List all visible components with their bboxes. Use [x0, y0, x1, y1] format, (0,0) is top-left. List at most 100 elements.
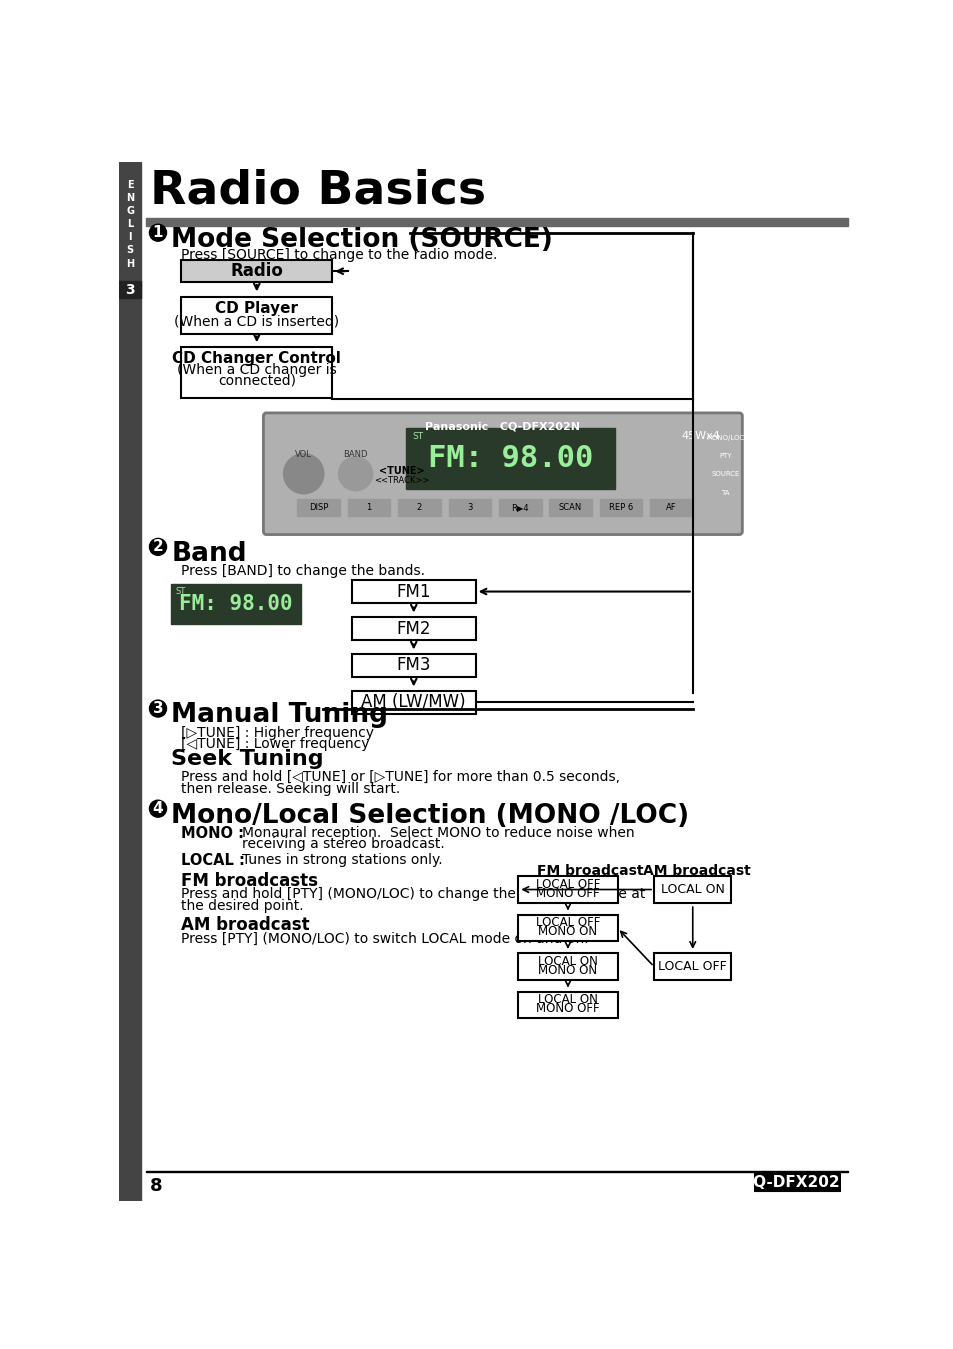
Text: Monaural reception.  Select MONO to reduce noise when: Monaural reception. Select MONO to reduc… — [241, 826, 634, 839]
Bar — [181, 297, 332, 333]
Text: Radio: Radio — [230, 262, 283, 281]
Text: FM: 98.00: FM: 98.00 — [179, 594, 293, 614]
Text: Press [PTY] (MONO/LOC) to switch LOCAL mode on and off.: Press [PTY] (MONO/LOC) to switch LOCAL m… — [181, 932, 588, 946]
Bar — [352, 654, 476, 677]
Text: REP 6: REP 6 — [608, 503, 632, 513]
Text: LOCAL OFF: LOCAL OFF — [536, 878, 599, 890]
Bar — [754, 1174, 840, 1191]
Text: LOCAL OFF: LOCAL OFF — [536, 916, 599, 929]
Text: LOCAL ON: LOCAL ON — [660, 884, 724, 896]
Text: FM3: FM3 — [396, 657, 431, 674]
Text: FM2: FM2 — [396, 619, 431, 638]
Text: 2: 2 — [152, 540, 163, 554]
Text: AM (LW/MW): AM (LW/MW) — [361, 693, 466, 711]
Text: AM broadcast: AM broadcast — [181, 916, 310, 935]
Text: LOCAL ON: LOCAL ON — [537, 993, 598, 1006]
Bar — [352, 691, 476, 714]
Bar — [406, 428, 615, 490]
Text: <TUNE>: <TUNE> — [379, 467, 424, 476]
Text: 8: 8 — [150, 1176, 163, 1195]
Bar — [649, 499, 692, 517]
Text: 3: 3 — [466, 503, 472, 513]
Text: <<TRACK>>: <<TRACK>> — [374, 476, 430, 486]
Text: R▶4: R▶4 — [511, 503, 528, 513]
Text: MONO ON: MONO ON — [537, 965, 597, 977]
Bar — [181, 348, 332, 398]
Text: 3: 3 — [152, 701, 163, 716]
Text: Press [SOURCE] to change to the radio mode.: Press [SOURCE] to change to the radio mo… — [181, 248, 497, 262]
Text: DISP: DISP — [309, 503, 328, 513]
Text: I: I — [129, 232, 132, 243]
Bar — [654, 877, 731, 902]
Text: FM broadcasts: FM broadcasts — [181, 871, 318, 890]
Bar — [517, 954, 617, 979]
Bar — [146, 1171, 847, 1172]
Bar — [297, 499, 340, 517]
Circle shape — [150, 538, 167, 556]
Circle shape — [150, 800, 167, 817]
Text: CQ-DFX202N: CQ-DFX202N — [741, 1175, 852, 1190]
Text: VOL: VOL — [294, 451, 312, 459]
Bar — [352, 616, 476, 639]
Text: AM broadcast: AM broadcast — [642, 865, 750, 878]
Bar — [517, 992, 617, 1018]
Text: G: G — [126, 206, 134, 216]
Text: CD Player: CD Player — [215, 301, 298, 317]
Text: FM1: FM1 — [396, 583, 431, 600]
Text: connected): connected) — [217, 374, 295, 387]
Circle shape — [283, 453, 323, 494]
Circle shape — [150, 224, 167, 241]
Text: FM: 98.00: FM: 98.00 — [428, 444, 593, 473]
Text: H: H — [126, 259, 134, 268]
Text: 4: 4 — [152, 801, 163, 816]
FancyBboxPatch shape — [263, 413, 741, 534]
Text: Band: Band — [171, 541, 247, 567]
Text: then release. Seeking will start.: then release. Seeking will start. — [181, 781, 400, 796]
Bar — [181, 260, 332, 282]
Text: S: S — [127, 246, 133, 255]
Text: Press and hold [◁TUNE] or [▷TUNE] for more than 0.5 seconds,: Press and hold [◁TUNE] or [▷TUNE] for mo… — [181, 770, 619, 784]
Text: CD Changer Control: CD Changer Control — [172, 351, 341, 366]
Text: (When a CD changer is: (When a CD changer is — [176, 363, 336, 376]
Bar — [448, 499, 491, 517]
Text: PTY: PTY — [719, 453, 731, 459]
Bar — [599, 499, 641, 517]
Text: E: E — [127, 179, 133, 190]
Text: [▷TUNE] : Higher frequency: [▷TUNE] : Higher frequency — [181, 726, 374, 739]
Text: Seek Tuning: Seek Tuning — [171, 750, 323, 769]
Text: BAND: BAND — [343, 451, 368, 459]
Text: AF: AF — [665, 503, 676, 513]
Text: FM broadcast: FM broadcast — [537, 865, 643, 878]
Text: MONO :: MONO : — [181, 826, 244, 840]
Text: MONO ON: MONO ON — [537, 925, 597, 939]
Text: SCAN: SCAN — [558, 503, 581, 513]
Text: 2: 2 — [416, 503, 421, 513]
Text: ST: ST — [175, 587, 186, 596]
Text: Press [BAND] to change the bands.: Press [BAND] to change the bands. — [181, 564, 425, 577]
Text: Panasonic   CQ-DFX202N: Panasonic CQ-DFX202N — [425, 422, 579, 432]
Circle shape — [338, 457, 373, 491]
Text: Radio Basics: Radio Basics — [150, 169, 486, 213]
Text: (When a CD is inserted): (When a CD is inserted) — [174, 314, 339, 328]
Bar — [171, 584, 301, 623]
Text: N: N — [126, 193, 134, 204]
Text: Tunes in strong stations only.: Tunes in strong stations only. — [241, 853, 442, 866]
Bar — [146, 219, 847, 225]
Text: 1: 1 — [366, 503, 371, 513]
Text: 3: 3 — [125, 283, 134, 297]
Bar — [498, 499, 541, 517]
Bar — [517, 915, 617, 942]
Text: Mono/Local Selection (MONO /LOC): Mono/Local Selection (MONO /LOC) — [171, 803, 689, 828]
Text: the desired point.: the desired point. — [181, 898, 304, 913]
Text: SOURCE: SOURCE — [710, 472, 739, 478]
Bar — [119, 281, 141, 298]
Bar — [397, 499, 440, 517]
Text: MONO OFF: MONO OFF — [536, 886, 599, 900]
Text: [◁TUNE] : Lower frequency: [◁TUNE] : Lower frequency — [181, 737, 370, 751]
Bar — [348, 499, 390, 517]
Text: LOCAL OFF: LOCAL OFF — [658, 960, 726, 973]
Text: L: L — [127, 220, 133, 229]
Bar — [119, 162, 141, 1201]
Text: Mode Selection (SOURCE): Mode Selection (SOURCE) — [171, 228, 553, 254]
Text: 45Wx4: 45Wx4 — [680, 430, 720, 441]
